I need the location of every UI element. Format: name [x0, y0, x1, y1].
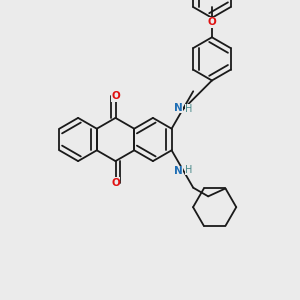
Text: O: O — [111, 178, 120, 188]
Text: H: H — [185, 165, 192, 175]
Text: O: O — [111, 91, 120, 101]
Text: N: N — [174, 166, 183, 176]
Text: O: O — [208, 17, 216, 27]
Text: H: H — [185, 104, 192, 114]
Text: N: N — [174, 103, 183, 113]
